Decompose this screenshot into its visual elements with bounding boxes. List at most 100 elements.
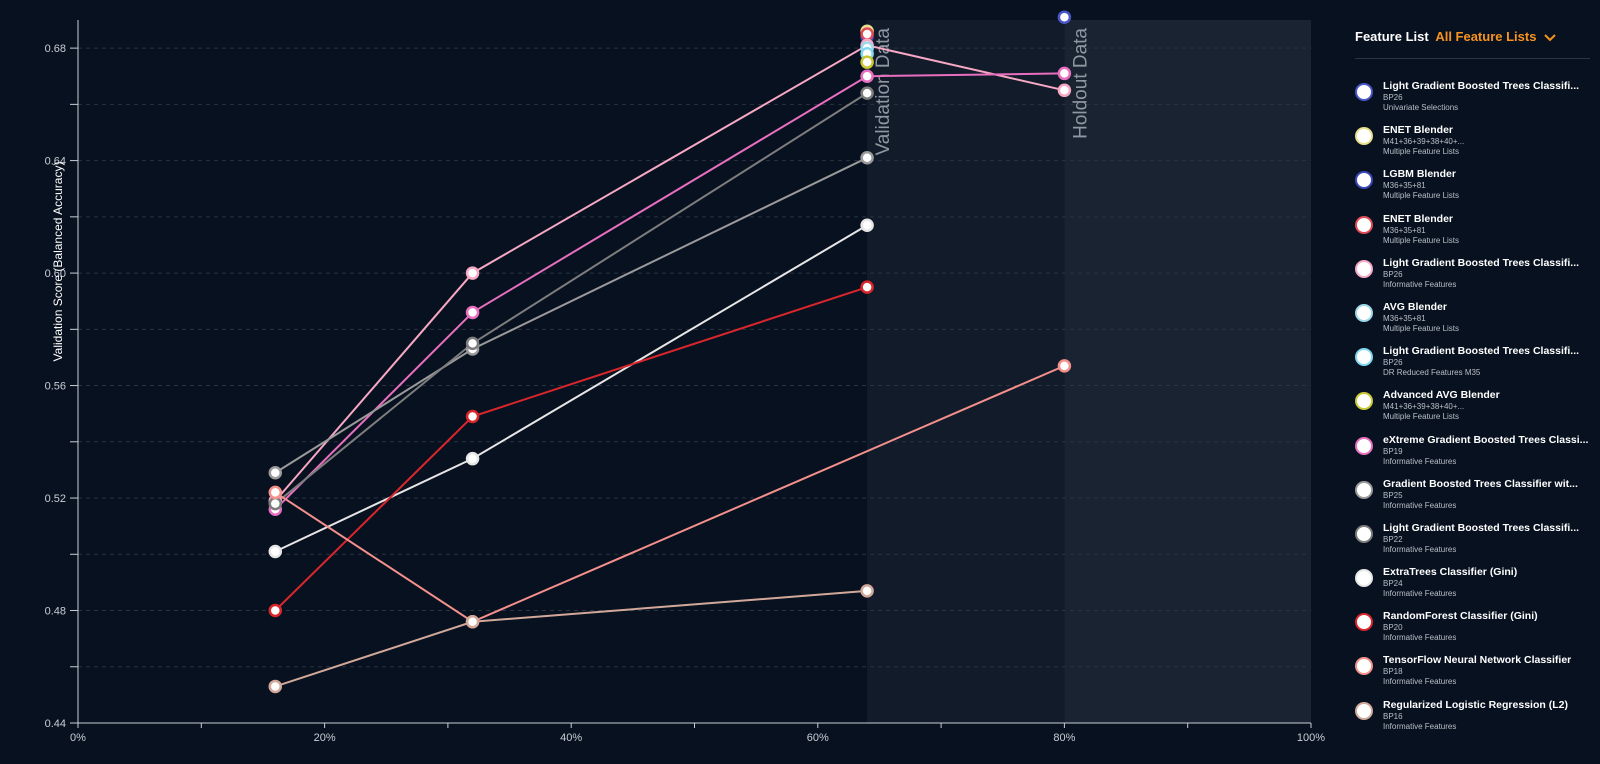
data-point (465, 451, 480, 466)
legend-item[interactable]: TensorFlow Neural Network Classifier BP18… (1355, 654, 1600, 698)
legend-item[interactable]: RandomForest Classifier (Gini) BP20 Inform… (1355, 610, 1600, 654)
legend-marker-icon (1355, 701, 1373, 720)
legend-item[interactable]: Gradient Boosted Trees Classifier wit...… (1355, 478, 1600, 522)
data-point (860, 55, 874, 69)
data-point (465, 615, 480, 629)
data-point (268, 603, 283, 618)
legend-marker-icon (1355, 127, 1373, 146)
legend-item-blueprint: BP18 (1383, 667, 1403, 677)
legend-item[interactable]: LGBM Blender M36+35+81 Multiple Feature Li… (1355, 168, 1600, 212)
legend-item[interactable]: Regularized Logistic Regression (L2) BP16… (1355, 699, 1600, 743)
data-point (1057, 10, 1072, 24)
legend-marker-icon (1355, 613, 1373, 632)
legend-item-blueprint: M41+36+39+38+40+... (1383, 402, 1465, 412)
feature-list-selector[interactable]: All Feature Lists (1435, 29, 1556, 44)
legend-item-name: ENET Blender (1383, 212, 1454, 225)
legend-item-feature-list: Informative Features (1383, 677, 1457, 687)
legend-item-feature-list: Multiple Feature Lists (1383, 235, 1460, 245)
legend-item-feature-list: Multiple Feature Lists (1383, 147, 1460, 157)
y-tick-label: 0.60 (45, 268, 66, 280)
legend-marker-icon (1355, 215, 1373, 234)
data-point (268, 465, 283, 480)
legend-item-feature-list: DR Reduced Features M35 (1383, 368, 1481, 378)
legend-item[interactable]: ENET Blender M41+36+39+38+40+... Multiple … (1355, 124, 1600, 168)
legend-item-name: Gradient Boosted Trees Classifier wit... (1383, 477, 1578, 490)
series-line (274, 224, 868, 553)
series-points (268, 10, 1072, 694)
legend-item-blueprint: M36+35+81 (1383, 313, 1426, 323)
legend-item-name: ENET Blender (1383, 124, 1454, 137)
legend-marker-icon (1355, 303, 1373, 322)
zone-label: Holdout Data (1070, 28, 1091, 139)
legend-item-feature-list: Informative Features (1383, 633, 1457, 643)
legend-item[interactable]: ENET Blender M36+35+81 Multiple Feature Li… (1355, 213, 1600, 257)
legend-marker-icon (1355, 524, 1373, 543)
series-lines (274, 44, 1065, 688)
legend-marker-icon (1355, 569, 1373, 588)
x-tick-label: 60% (807, 732, 829, 744)
legend-marker-icon (1355, 259, 1373, 278)
legend-item-feature-list: Univariate Selections (1383, 103, 1459, 112)
legend-item-name: RandomForest Classifier (Gini) (1383, 610, 1538, 623)
y-tick-label: 0.56 (45, 381, 66, 393)
legend-item-feature-list: Multiple Feature Lists (1383, 412, 1460, 422)
zone-label: Validation Data (873, 28, 894, 156)
zone-band (1064, 20, 1311, 723)
legend-item[interactable]: eXtreme Gradient Boosted Trees Classi...… (1355, 434, 1600, 478)
data-point (860, 86, 874, 100)
legend-item-feature-list: Informative Features (1383, 721, 1457, 731)
legend-marker-icon (1355, 480, 1373, 499)
legend-item-name: eXtreme Gradient Boosted Trees Classi... (1383, 433, 1589, 446)
legend-item[interactable]: Light Gradient Boosted Trees Classifi...… (1355, 345, 1600, 389)
legend-title: Feature List (1355, 29, 1429, 44)
legend-item-blueprint: BP19 (1383, 446, 1403, 456)
y-tick-label: 0.68 (45, 43, 66, 55)
legend-item-blueprint: BP20 (1383, 623, 1403, 633)
legend-marker-icon (1355, 83, 1373, 101)
legend-item[interactable]: AVG Blender M36+35+81 Multiple Feature Lis… (1355, 301, 1600, 345)
series-line (274, 589, 868, 688)
legend-item-name: Advanced AVG Blender (1383, 389, 1500, 402)
data-point (268, 485, 283, 500)
legend-item[interactable]: ExtraTrees Classifier (Gini) BP24 Informat… (1355, 566, 1600, 610)
data-point (268, 679, 283, 694)
data-point (1057, 359, 1072, 373)
legend-panel: Feature List All Feature Lists Light Gra… (1340, 0, 1600, 764)
legend-item-feature-list: Multiple Feature Lists (1383, 323, 1460, 333)
y-tick-label: 0.64 (45, 156, 66, 168)
legend-item-blueprint: M36+35+81 (1383, 225, 1426, 235)
legend-item-name: Light Gradient Boosted Trees Classifi... (1383, 256, 1580, 269)
legend-item-blueprint: M36+35+81 (1383, 181, 1426, 191)
legend-item-feature-list: Informative Features (1383, 456, 1457, 466)
data-point (860, 69, 874, 83)
data-point (465, 336, 480, 351)
legend-item-name: Light Gradient Boosted Trees Classifi... (1383, 345, 1580, 358)
legend-header: Feature List All Feature Lists (1355, 29, 1556, 45)
legend-item-name: Light Gradient Boosted Trees Classifi... (1383, 80, 1580, 92)
legend-item-feature-list: Informative Features (1383, 279, 1457, 289)
legend-item-name: Light Gradient Boosted Trees Classifi... (1383, 521, 1580, 534)
legend-item-name: ExtraTrees Classifier (Gini) (1383, 566, 1518, 579)
legend-item-feature-list: Informative Features (1383, 500, 1457, 510)
legend-item-name: TensorFlow Neural Network Classifier (1383, 654, 1572, 667)
legend-item-feature-list: Multiple Feature Lists (1383, 191, 1460, 201)
legend-marker-icon (1355, 171, 1373, 190)
legend-item[interactable]: Light Gradient Boosted Trees Classifi...… (1355, 257, 1600, 301)
data-point (860, 27, 874, 41)
data-point (268, 544, 283, 559)
legend-item[interactable]: Light Gradient Boosted Trees Classifi...… (1355, 522, 1600, 566)
x-tick-label: 100% (1297, 732, 1325, 744)
legend-item-blueprint: BP16 (1383, 711, 1403, 721)
legend-item-blueprint: BP26 (1383, 93, 1403, 102)
legend-marker-icon (1355, 348, 1373, 367)
x-tick-label: 0% (70, 732, 86, 744)
series-line (274, 44, 1065, 502)
legend-item-feature-list: Informative Features (1383, 544, 1457, 554)
legend-marker-icon (1355, 392, 1373, 411)
y-axis-title: Validation Score (Balanced Accuracy) (51, 162, 65, 362)
legend-item-blueprint: M41+36+39+38+40+... (1383, 137, 1465, 147)
data-point (860, 151, 874, 165)
legend-item[interactable]: Advanced AVG Blender M41+36+39+38+40+... M… (1355, 389, 1600, 433)
data-point (465, 409, 480, 424)
legend-item[interactable]: Light Gradient Boosted Trees Classifi...… (1355, 80, 1600, 124)
